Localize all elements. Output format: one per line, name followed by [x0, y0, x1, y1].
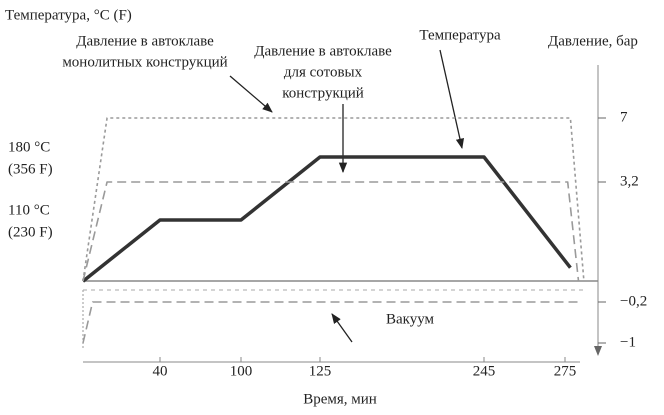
y2-tick-label: −0,2	[620, 293, 647, 309]
y-axis-label: Температура, °C (F)	[5, 7, 132, 23]
annotation: Давление в автоклаве	[254, 43, 392, 59]
annotation: конструкций	[282, 85, 364, 101]
annotation: Вакуум	[386, 311, 435, 327]
annotation: Давление в автоклаве	[76, 33, 214, 49]
annotation: для сотовых	[284, 64, 363, 80]
y-tick-label: 180 °C	[8, 139, 50, 155]
x-axis-label: Время, мин	[303, 391, 377, 407]
y2-tick-label: 7	[620, 109, 628, 125]
arrow	[229, 75, 273, 113]
y2-tick-label: 3,2	[620, 173, 639, 189]
y2-tick-label: −1	[620, 334, 636, 350]
series-line	[82, 181, 580, 282]
axis-arrow	[594, 346, 602, 356]
x-tick-label: 275	[554, 363, 577, 379]
y-tick-label: (230 F)	[8, 224, 53, 240]
x-tick-label: 245	[473, 363, 496, 379]
x-tick-label: 40	[153, 363, 168, 379]
x-tick-label: 100	[230, 363, 253, 379]
series-line	[82, 301, 582, 344]
y-tick-label: 110 °C	[8, 202, 50, 218]
x-tick-label: 125	[309, 363, 332, 379]
series-line	[81, 155, 572, 283]
annotation: Температура	[419, 27, 501, 43]
arrow	[439, 49, 465, 150]
series-line	[82, 117, 585, 282]
y2-axis-label: Давление, бар	[548, 33, 638, 49]
arrow	[331, 313, 353, 343]
annotation: монолитных конструкций	[62, 54, 227, 70]
y-tick-label: (356 F)	[8, 161, 53, 177]
